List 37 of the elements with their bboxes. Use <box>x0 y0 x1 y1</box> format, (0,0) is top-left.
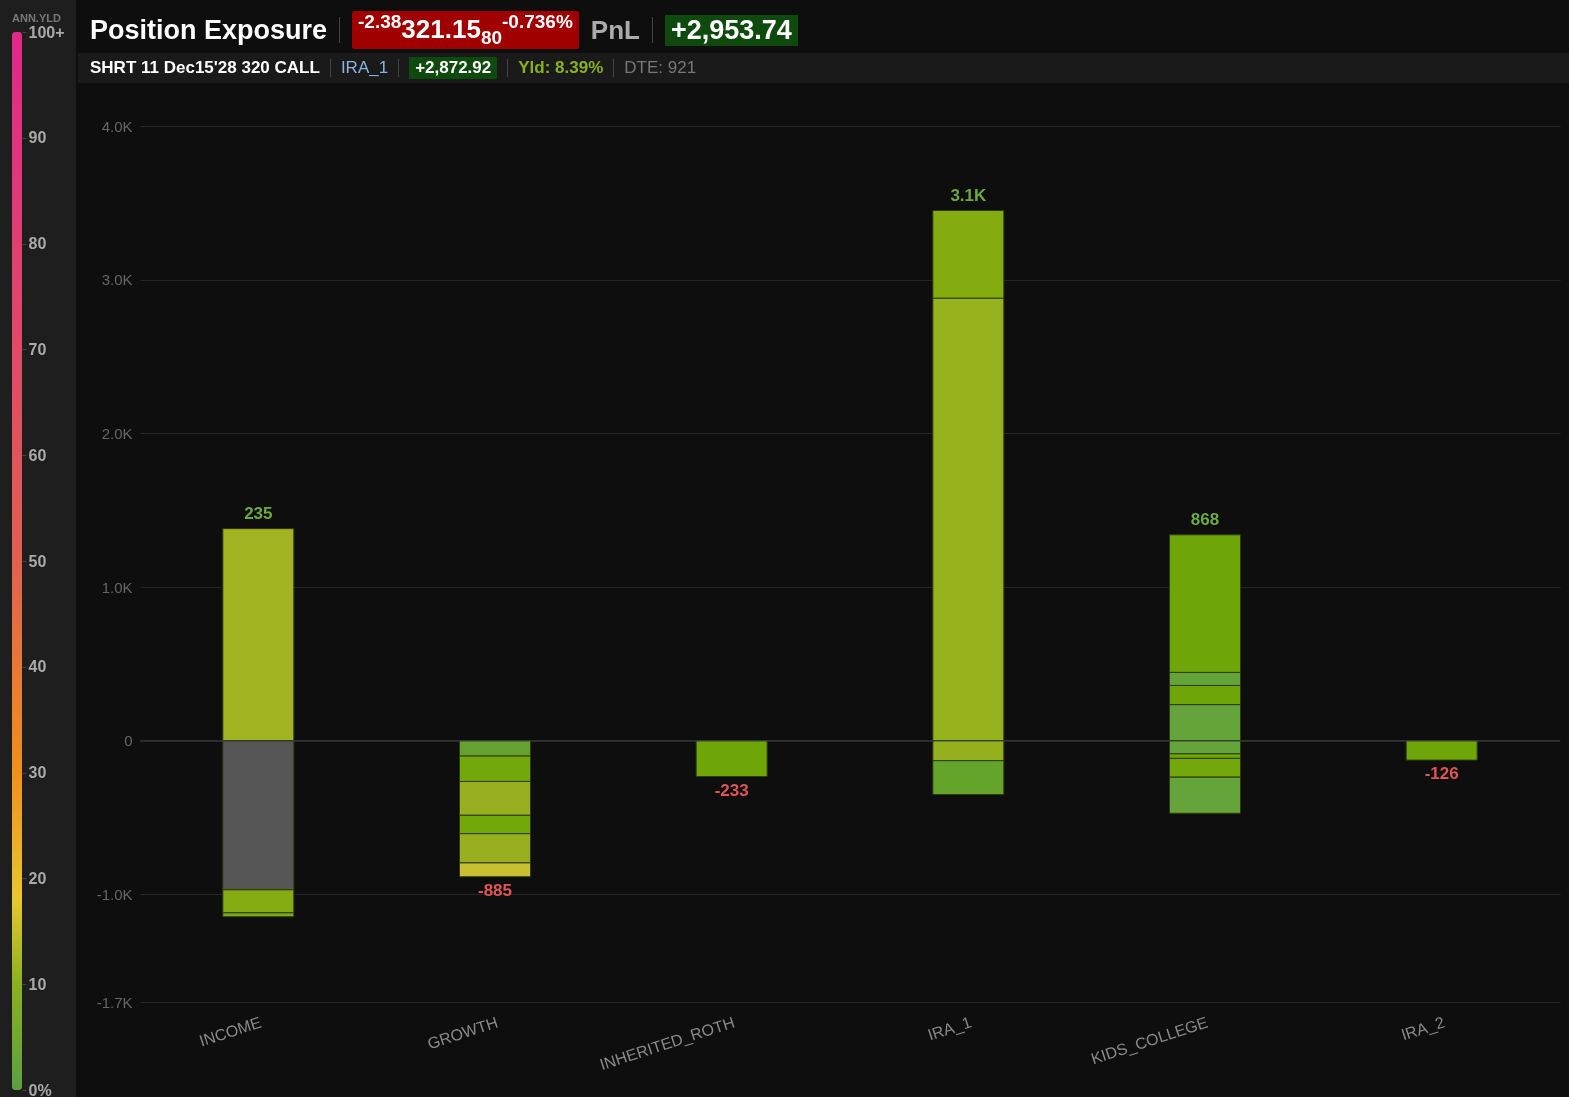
color-bar-label: 10 <box>28 975 47 993</box>
text: IRA_1 <box>340 58 389 78</box>
text: SHRT 11 Dec15'28 320 CALL <box>90 58 320 78</box>
color-bar-label: 90 <box>28 129 47 147</box>
total-label: 235 <box>244 503 273 523</box>
text: PnL <box>590 14 640 46</box>
color-bar-label: 50 <box>28 552 47 570</box>
total-label: 868 <box>1190 509 1220 529</box>
y-tick-label: 3.0K <box>101 271 133 289</box>
color-bar-title: ANN.YLD <box>12 12 61 24</box>
total-label: 3.1K <box>950 185 987 205</box>
color-bar-label: 20 <box>28 869 47 887</box>
text: +2,872.92 <box>409 57 498 79</box>
text: +2,953.74 <box>664 14 798 46</box>
text: Yld: 8.39% <box>518 58 604 78</box>
y-tick-label: 4.0K <box>101 117 133 135</box>
total-label: -126 <box>1424 764 1459 784</box>
x-tick-label: IRA_2 <box>1399 1013 1448 1045</box>
color-bar-label: 30 <box>28 764 47 782</box>
y-tick-label: -1.0K <box>96 885 133 903</box>
bar <box>695 740 768 778</box>
total-label: -233 <box>714 780 749 800</box>
color-bar-label: 40 <box>28 658 47 676</box>
total-label: -885 <box>477 880 513 900</box>
y-tick-label: 1.0K <box>101 578 133 596</box>
y-tick-label: -1.7K <box>96 993 133 1011</box>
color-bar-label: 100+ <box>28 23 65 41</box>
y-tick-label: 0 <box>124 732 133 750</box>
color-bar-label: 70 <box>28 340 47 358</box>
bar <box>1405 740 1478 761</box>
color-bar-label: 80 <box>28 235 47 253</box>
chart-title: Position Exposure <box>90 14 328 46</box>
y-tick-label: 2.0K <box>101 424 133 442</box>
text: DTE: 921 <box>624 58 697 78</box>
color-bar-label: 0% <box>28 1081 52 1097</box>
color-bar-label: 60 <box>28 446 47 464</box>
x-tick-label: IRA_1 <box>925 1013 974 1045</box>
